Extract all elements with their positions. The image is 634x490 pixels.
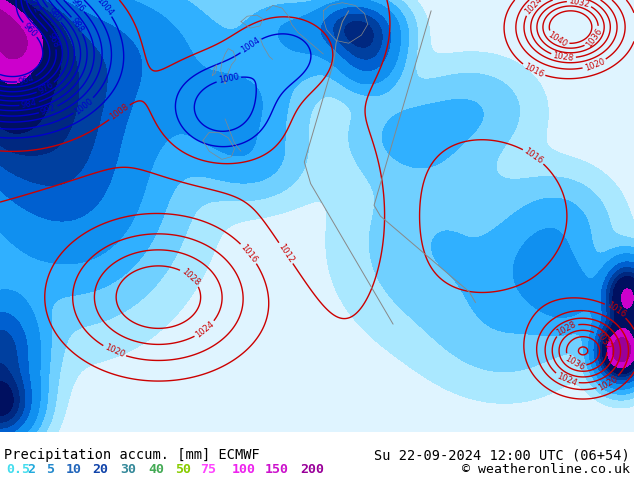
- Text: 2: 2: [27, 463, 35, 476]
- Text: 964: 964: [18, 73, 36, 87]
- Text: 0.5: 0.5: [6, 463, 30, 476]
- Text: 996: 996: [68, 0, 86, 13]
- Text: 972: 972: [26, 0, 42, 15]
- Text: 988: 988: [69, 16, 86, 34]
- Text: 1016: 1016: [522, 147, 545, 166]
- Text: 1036: 1036: [585, 26, 604, 49]
- Text: 1008: 1008: [108, 102, 131, 122]
- Text: 1016: 1016: [522, 62, 545, 79]
- Text: 10: 10: [66, 463, 82, 476]
- Text: 1012: 1012: [276, 242, 295, 264]
- Text: 1032: 1032: [568, 0, 591, 9]
- Text: 968: 968: [46, 31, 60, 49]
- Text: 1020: 1020: [103, 343, 126, 360]
- Text: 1020: 1020: [597, 374, 619, 392]
- Text: 1024: 1024: [194, 319, 216, 340]
- Text: 30: 30: [120, 463, 136, 476]
- Text: 980: 980: [46, 6, 63, 24]
- Text: 1028: 1028: [552, 51, 574, 63]
- Text: 960: 960: [22, 21, 39, 39]
- Text: 1028: 1028: [555, 319, 578, 338]
- Text: 1040: 1040: [547, 30, 569, 49]
- Text: 50: 50: [175, 463, 191, 476]
- Text: 100: 100: [232, 463, 256, 476]
- Text: 1036: 1036: [563, 354, 586, 372]
- Text: 40: 40: [148, 463, 164, 476]
- Text: 1016: 1016: [605, 300, 627, 320]
- Text: 5: 5: [46, 463, 54, 476]
- Text: 200: 200: [300, 463, 324, 476]
- Text: 75: 75: [200, 463, 216, 476]
- Text: 1016: 1016: [239, 243, 259, 265]
- Text: Precipitation accum. [mm] ECMWF: Precipitation accum. [mm] ECMWF: [4, 448, 260, 462]
- Text: 1020: 1020: [583, 57, 606, 73]
- Text: 976: 976: [37, 80, 55, 96]
- Text: Su 22-09-2024 12:00 UTC (06+54): Su 22-09-2024 12:00 UTC (06+54): [374, 448, 630, 462]
- Text: 1000: 1000: [73, 96, 95, 116]
- Text: © weatheronline.co.uk: © weatheronline.co.uk: [462, 463, 630, 476]
- Text: 1024: 1024: [523, 0, 544, 16]
- Text: 1000: 1000: [217, 72, 240, 85]
- Text: 1032: 1032: [594, 329, 613, 352]
- Text: 150: 150: [265, 463, 289, 476]
- Text: 1024: 1024: [555, 371, 578, 388]
- Text: 992: 992: [39, 103, 57, 117]
- Text: 1004: 1004: [240, 36, 262, 55]
- Text: 1028: 1028: [179, 267, 202, 287]
- Text: 1004: 1004: [94, 0, 114, 18]
- Text: 20: 20: [92, 463, 108, 476]
- Text: 984: 984: [20, 98, 38, 110]
